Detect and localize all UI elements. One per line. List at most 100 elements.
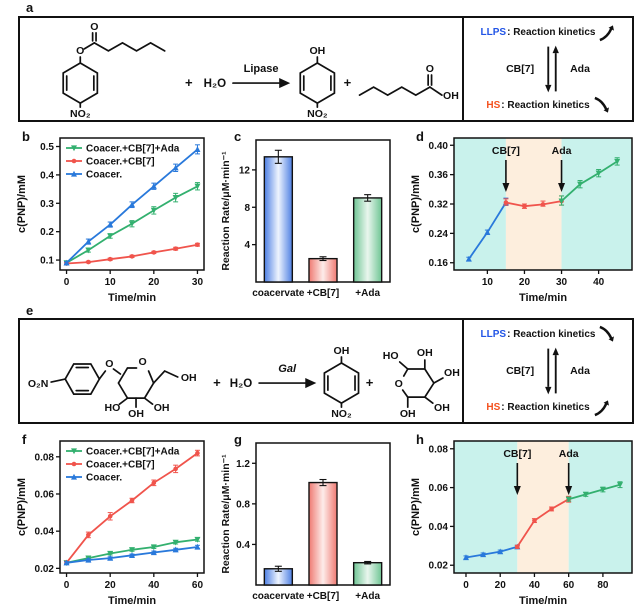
chart-c: 4 8 12 Reaction Rate/μM·min⁻¹ coacervate +CB[… <box>220 139 391 299</box>
p-oh-br-label: OH <box>434 402 450 414</box>
y-axis-label: Reaction Rate/μM·min⁻¹ <box>220 151 232 271</box>
panel-label-c: c <box>234 129 242 144</box>
svg-text:40: 40 <box>529 580 541 591</box>
svg-text:0.40: 0.40 <box>429 141 449 152</box>
llps-label: LLPS <box>480 27 507 38</box>
panel-label-a: a <box>26 0 34 15</box>
legend: Coacer.+CB[7]+Ada Coacer.+CB[7] Coacer. <box>66 447 180 484</box>
svg-text:Coacer.+CB[7]: Coacer.+CB[7] <box>86 460 155 471</box>
panel-b: b 0 10 20 30 0.1 0.2 0.3 0.4 0.5 Time/min c(PNP)/m… <box>0 127 216 305</box>
svg-text:0.02: 0.02 <box>35 564 55 575</box>
svg-text:20: 20 <box>148 277 160 288</box>
x-axis-label: Time/min <box>519 595 567 607</box>
y-axis-label: c(PNP)/mM <box>410 478 422 536</box>
svg-text:0.06: 0.06 <box>429 483 449 494</box>
charts-row-2: f 0 20 40 60 0.02 0.04 0.06 0.08 Time/min c(PNP)/… <box>0 430 640 607</box>
scheme-e-box: O₂N O O OH HO <box>18 318 634 424</box>
hs-label: HS <box>486 402 501 413</box>
bar-category-label: +CB[7] <box>307 591 340 602</box>
bar-category-label: +Ada <box>355 288 380 299</box>
plus-sign: + <box>344 75 352 90</box>
reaction-arrow <box>258 378 317 389</box>
oh-bottom-label: OH <box>128 408 144 420</box>
svg-text:8: 8 <box>244 203 250 214</box>
svg-text:CB[7]: CB[7] <box>492 145 520 157</box>
bar-category-label: coacervate <box>252 288 305 299</box>
svg-text:Coacer.+CB[7]+Ada: Coacer.+CB[7]+Ada <box>86 447 180 458</box>
o2n-label: O₂N <box>28 378 48 390</box>
svg-text:0.24: 0.24 <box>429 229 449 240</box>
plus-sign: + <box>366 375 374 390</box>
curve-down-arrow-icon <box>599 325 615 342</box>
panel-label-d: d <box>416 129 424 144</box>
p-ho-label: HO <box>383 350 399 362</box>
svg-text:Coacer.+CB[7]: Coacer.+CB[7] <box>86 157 155 168</box>
svg-text:0.32: 0.32 <box>429 200 449 211</box>
panel-label-e: e <box>26 303 34 318</box>
svg-text:0.08: 0.08 <box>35 452 55 463</box>
svg-text:10: 10 <box>105 277 117 288</box>
svg-text:Coacer.: Coacer. <box>86 170 122 181</box>
molecule-nitrophenyl-galactoside: O₂N O O OH HO <box>28 356 197 420</box>
y-axis-label: c(PNP)/mM <box>16 478 28 536</box>
cb7-label: CB[7] <box>506 63 535 75</box>
hs-row: HS: Reaction kinetics <box>467 96 629 115</box>
llps-label: LLPS <box>480 329 507 340</box>
ada-label: Ada <box>570 365 590 377</box>
svg-text:Coacer.+CB[7]+Ada: Coacer.+CB[7]+Ada <box>86 144 180 155</box>
series-0 <box>63 182 201 267</box>
y-axis-label: c(PNP)/mM <box>410 175 422 233</box>
equilibrium-arrows-icon <box>545 347 559 395</box>
axes: 0 10 20 30 0.1 0.2 0.3 0.4 0.5 Time/min c(PNP)/mM <box>16 142 203 304</box>
hs-label: HS <box>486 100 501 111</box>
acid-o-label: O <box>426 63 434 75</box>
plot-frame <box>59 137 205 271</box>
svg-text:0: 0 <box>64 277 70 288</box>
svg-text:10: 10 <box>482 277 494 288</box>
cb7-label: CB[7] <box>506 365 535 377</box>
axes: 0 20 40 60 0.02 0.04 0.06 0.08 Time/min c(PNP)/mM <box>16 452 203 607</box>
annotation-arrow: Ada <box>552 145 572 192</box>
annotation-arrow: Ada <box>559 448 579 495</box>
chart-f: 0 20 40 60 0.02 0.04 0.06 0.08 Time/min c(PNP)/mM… <box>16 440 205 607</box>
svg-text:20: 20 <box>105 580 117 591</box>
bar-2 <box>352 194 383 283</box>
svg-text:30: 30 <box>556 277 568 288</box>
curve-up-arrow-icon <box>594 400 609 417</box>
y-axis-label: Reaction Rate/μM·min⁻¹ <box>220 454 232 574</box>
axes: 10 20 30 40 0.16 0.24 0.32 0.36 0.40 Time/min c(PN… <box>410 141 605 304</box>
svg-text:0.04: 0.04 <box>429 522 449 533</box>
bar-2 <box>352 560 383 586</box>
scheme-e-molecules: O₂N O O OH HO <box>28 345 460 420</box>
ester-no2-label: NO₂ <box>70 108 91 120</box>
svg-text:4: 4 <box>244 240 250 251</box>
svg-text:30: 30 <box>192 277 204 288</box>
svg-text:0.4: 0.4 <box>40 170 54 181</box>
svg-text:1.2: 1.2 <box>236 459 250 470</box>
llps-text: : Reaction kinetics <box>507 329 596 340</box>
reaction-arrow <box>232 78 291 89</box>
llps-trend <box>598 23 615 42</box>
series-0 <box>462 543 521 561</box>
annotation-arrow: CB[7] <box>492 145 520 192</box>
y-axis-label: c(PNP)/mM <box>16 175 28 233</box>
panel-label-b: b <box>22 129 30 144</box>
bar-category-label: coacervate <box>252 591 305 602</box>
svg-text:40: 40 <box>148 580 160 591</box>
svg-text:CB[7]: CB[7] <box>503 448 531 460</box>
svg-text:0: 0 <box>64 580 70 591</box>
x-axis-label: Time/min <box>108 595 156 607</box>
water-label: H₂O <box>204 78 226 90</box>
llps-text: : Reaction kinetics <box>507 27 596 38</box>
phenol-oh-label: OH <box>309 45 325 57</box>
x-axis-label: Time/min <box>519 292 567 304</box>
svg-text:0.3: 0.3 <box>40 199 54 210</box>
svg-text:0.04: 0.04 <box>35 527 55 538</box>
p-oh-r-label: OH <box>444 367 460 379</box>
svg-text:20: 20 <box>519 277 531 288</box>
equilibrium-arrows-icon <box>545 45 559 93</box>
bar-category-label: +CB[7] <box>307 288 340 299</box>
scheme-e-reaction: O₂N O O OH HO <box>20 320 462 422</box>
plot-background <box>454 441 632 573</box>
